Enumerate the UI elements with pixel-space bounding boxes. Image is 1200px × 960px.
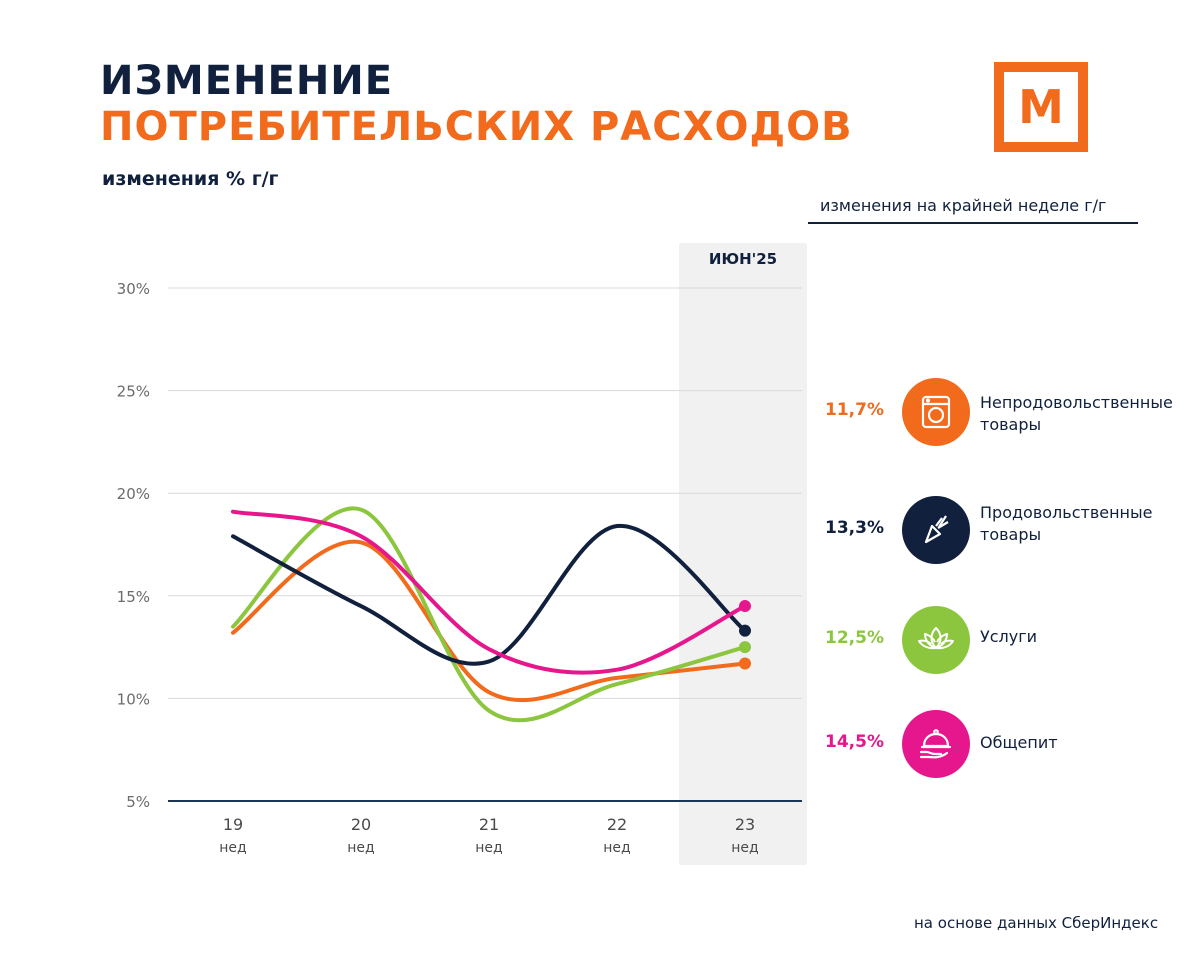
x-tick-label: 20 bbox=[351, 815, 371, 834]
legend-label: Общепит bbox=[980, 732, 1058, 754]
highlight-band bbox=[679, 243, 807, 865]
legend-caption: изменения на крайней неделе г/г bbox=[820, 196, 1107, 215]
y-tick-label: 20% bbox=[117, 485, 150, 503]
chart-subtitle: изменения % г/г bbox=[102, 168, 279, 190]
y-tick-label: 5% bbox=[126, 793, 150, 811]
y-tick-label: 10% bbox=[117, 690, 150, 708]
x-tick-label: 22 bbox=[607, 815, 627, 834]
brand-logo: М bbox=[994, 62, 1088, 152]
legend-label-line-1: Услуги bbox=[980, 627, 1038, 646]
x-tick-sublabel: нед bbox=[603, 840, 630, 856]
x-tick-sublabel: нед bbox=[219, 840, 246, 856]
logo-letter: М bbox=[1004, 72, 1078, 142]
title-line-1: ИЗМЕНЕНИЕ bbox=[100, 58, 394, 104]
x-tick-sublabel: нед bbox=[475, 840, 502, 856]
legend-item-nonfood: 11,7% Непродовольственные товары bbox=[800, 378, 1200, 448]
x-tick-label: 21 bbox=[479, 815, 499, 834]
series-line-nonfood bbox=[231, 539, 747, 703]
legend-value: 12,5% bbox=[825, 628, 884, 648]
legend-value: 14,5% bbox=[825, 732, 884, 752]
legend-value: 13,3% bbox=[825, 518, 884, 538]
series-end-point bbox=[739, 657, 751, 670]
legend-label: Продовольственные товары bbox=[980, 502, 1153, 546]
legend-label-line-1: Непродовольственные bbox=[980, 393, 1173, 412]
washing-machine-icon bbox=[902, 378, 970, 446]
series-line-food bbox=[231, 524, 747, 666]
legend-label-line-1: Продовольственные bbox=[980, 503, 1153, 522]
series-line-services bbox=[231, 506, 747, 723]
series-line-catering bbox=[231, 509, 747, 675]
x-tick-label: 19 bbox=[223, 815, 243, 834]
legend-item-food: 13,3% Продовольственные товары bbox=[800, 496, 1200, 566]
cloche-icon bbox=[902, 710, 970, 778]
legend-label-line-1: Общепит bbox=[980, 733, 1058, 752]
source-note: на основе данных СберИндекс bbox=[914, 914, 1159, 932]
legend-item-catering: 14,5% Общепит bbox=[800, 710, 1200, 780]
x-tick-label: 23 bbox=[735, 815, 755, 834]
carrot-icon bbox=[902, 496, 970, 564]
legend-label: Услуги bbox=[980, 626, 1037, 648]
series-end-point bbox=[739, 624, 751, 637]
series-end-point bbox=[739, 641, 751, 654]
x-tick-sublabel: нед bbox=[347, 840, 374, 856]
series-end-point bbox=[739, 600, 751, 613]
legend-label: Непродовольственные товары bbox=[980, 392, 1173, 436]
legend-caption-rule bbox=[808, 222, 1138, 224]
legend-value: 11,7% bbox=[825, 400, 884, 420]
y-tick-label: 25% bbox=[117, 383, 150, 401]
y-tick-label: 30% bbox=[117, 280, 150, 298]
highlight-month-label: ИЮН'25 bbox=[708, 250, 778, 268]
lotus-icon bbox=[902, 606, 970, 674]
legend-item-services: 12,5% Услуги bbox=[800, 606, 1200, 676]
x-tick-sublabel: нед bbox=[731, 840, 758, 856]
y-tick-label: 15% bbox=[117, 588, 150, 606]
legend-label-line-2: товары bbox=[980, 525, 1042, 544]
legend-label-line-2: товары bbox=[980, 415, 1042, 434]
title-line-2: ПОТРЕБИТЕЛЬСКИХ РАСХОДОВ bbox=[100, 104, 853, 150]
